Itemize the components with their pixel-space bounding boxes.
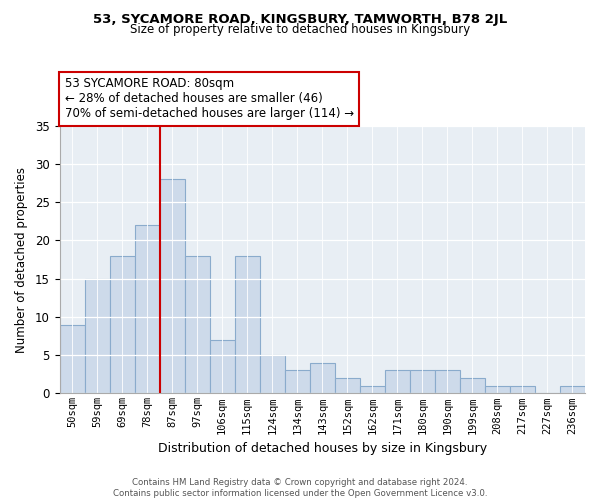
Bar bbox=[110, 256, 134, 394]
Bar bbox=[235, 256, 260, 394]
Bar bbox=[260, 355, 285, 394]
Text: Size of property relative to detached houses in Kingsbury: Size of property relative to detached ho… bbox=[130, 22, 470, 36]
Bar bbox=[160, 179, 185, 394]
Bar bbox=[510, 386, 535, 394]
Bar bbox=[560, 386, 585, 394]
Bar bbox=[185, 256, 209, 394]
Bar bbox=[435, 370, 460, 394]
Bar bbox=[85, 278, 110, 394]
Bar bbox=[485, 386, 510, 394]
Bar bbox=[335, 378, 360, 394]
Bar bbox=[310, 363, 335, 394]
Bar bbox=[385, 370, 410, 394]
Bar bbox=[460, 378, 485, 394]
X-axis label: Distribution of detached houses by size in Kingsbury: Distribution of detached houses by size … bbox=[158, 442, 487, 455]
Bar bbox=[59, 324, 85, 394]
Text: 53, SYCAMORE ROAD, KINGSBURY, TAMWORTH, B78 2JL: 53, SYCAMORE ROAD, KINGSBURY, TAMWORTH, … bbox=[93, 12, 507, 26]
Y-axis label: Number of detached properties: Number of detached properties bbox=[15, 166, 28, 352]
Bar bbox=[410, 370, 435, 394]
Bar bbox=[134, 225, 160, 394]
Bar bbox=[209, 340, 235, 394]
Text: Contains HM Land Registry data © Crown copyright and database right 2024.
Contai: Contains HM Land Registry data © Crown c… bbox=[113, 478, 487, 498]
Bar bbox=[285, 370, 310, 394]
Bar bbox=[360, 386, 385, 394]
Text: 53 SYCAMORE ROAD: 80sqm
← 28% of detached houses are smaller (46)
70% of semi-de: 53 SYCAMORE ROAD: 80sqm ← 28% of detache… bbox=[65, 78, 354, 120]
